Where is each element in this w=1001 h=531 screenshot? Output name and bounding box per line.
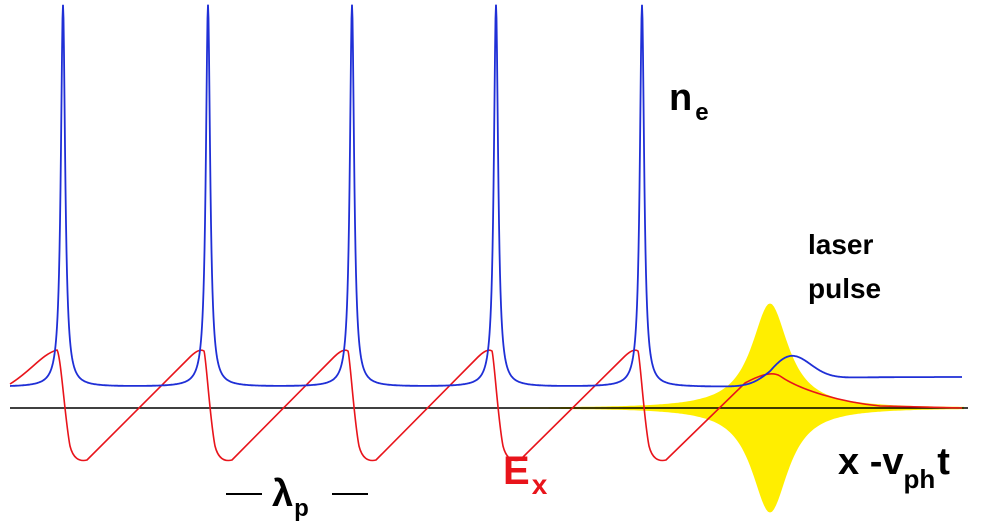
pulse-label-line1: laser <box>808 229 873 260</box>
electric-field-curve <box>9 349 963 462</box>
field-label: Ex <box>503 449 548 500</box>
pulse-label-line2: pulse <box>808 273 881 304</box>
axis-label: x -vpht <box>838 441 950 494</box>
wavelength-label: λp <box>272 473 309 522</box>
electron-density-curve <box>10 4 962 388</box>
